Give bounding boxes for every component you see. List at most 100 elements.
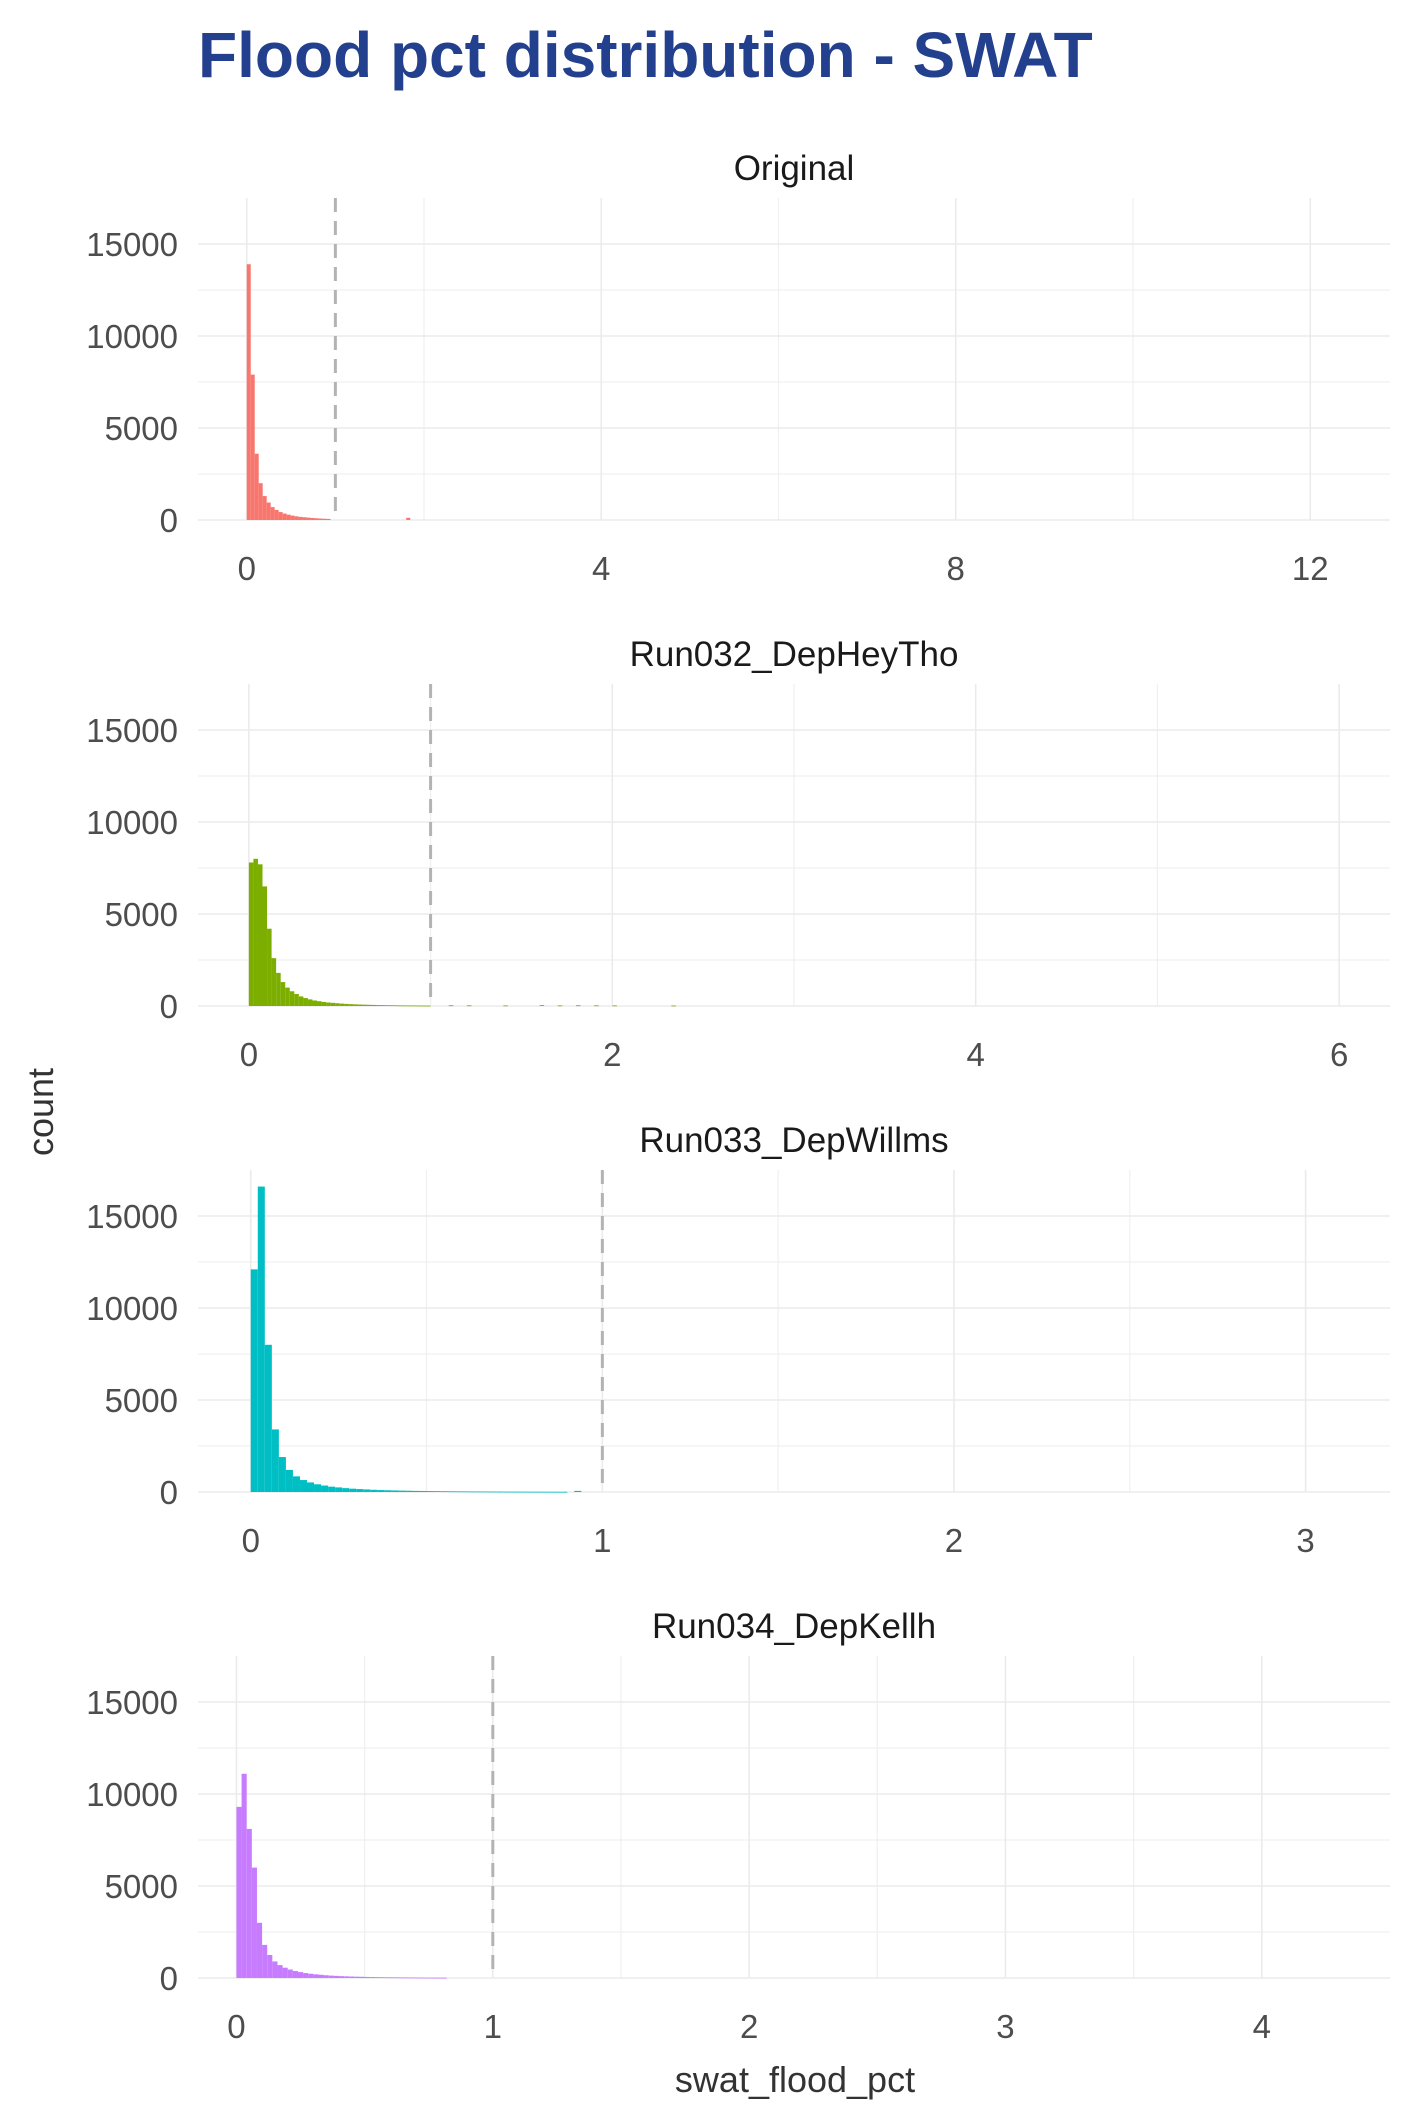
x-tick-label: 2 xyxy=(603,1036,621,1073)
histogram-bar xyxy=(333,1975,339,1978)
histogram-bar xyxy=(426,1977,432,1979)
x-tick-label: 8 xyxy=(947,550,965,587)
histogram-bar xyxy=(431,1977,437,1979)
histogram-bar xyxy=(321,1001,327,1006)
histogram-bar xyxy=(277,1965,283,1978)
histogram-bar xyxy=(394,1005,399,1007)
histogram-bar xyxy=(326,518,331,520)
histogram-bar xyxy=(258,483,263,520)
x-tick-label: 3 xyxy=(996,2008,1014,2045)
histogram-bar xyxy=(433,1491,441,1492)
histogram-bar xyxy=(539,1491,547,1493)
histogram-bar xyxy=(349,1488,357,1492)
y-tick-label: 5000 xyxy=(105,896,178,933)
facet-strip-label: Run032_DepHeyTho xyxy=(630,635,959,674)
histogram-bar xyxy=(294,516,299,520)
y-tick-label: 15000 xyxy=(86,1684,178,1721)
histogram-bar xyxy=(317,1001,322,1006)
x-tick-label: 0 xyxy=(227,2008,245,2045)
x-tick-label: 2 xyxy=(740,2008,758,2045)
histogram-bar xyxy=(318,518,323,520)
histogram-bar xyxy=(282,1967,288,1978)
histogram-bar xyxy=(466,1005,472,1007)
y-tick-label: 10000 xyxy=(86,804,178,841)
histogram-bar xyxy=(503,1491,511,1493)
histogram-bar xyxy=(298,516,303,520)
histogram-bar xyxy=(262,496,267,520)
histogram-bar xyxy=(257,1186,265,1492)
x-axis-label: swat_flood_pct xyxy=(675,2059,915,2100)
y-tick-label: 15000 xyxy=(86,712,178,749)
x-tick-label: 2 xyxy=(945,1522,963,1559)
histogram-bar xyxy=(335,1003,340,1006)
y-tick-label: 0 xyxy=(160,1474,178,1511)
histogram-bar xyxy=(326,1002,331,1006)
histogram-bar xyxy=(359,1976,365,1978)
x-tick-label: 0 xyxy=(240,1036,258,1073)
histogram-bar xyxy=(557,1005,563,1007)
histogram-bar xyxy=(440,1491,448,1493)
facet-panel: Run033_DepWillms 0 1 2 3 0 5000 10000 15000 xyxy=(86,1121,1390,1559)
y-tick-label: 0 xyxy=(160,502,178,539)
y-tick-label: 15000 xyxy=(86,226,178,263)
histogram-bar xyxy=(390,1977,396,1979)
x-tick-label: 4 xyxy=(967,1036,985,1073)
y-tick-label: 10000 xyxy=(86,1776,178,1813)
histogram-bar xyxy=(246,1828,252,1978)
histogram-bar xyxy=(303,998,308,1006)
x-tick-label: 1 xyxy=(484,2008,502,2045)
histogram-bar xyxy=(314,518,319,520)
histogram-bar xyxy=(403,1005,408,1007)
histogram-bar xyxy=(271,958,277,1006)
y-tick-label: 10000 xyxy=(86,1290,178,1327)
histogram-bar xyxy=(328,1486,336,1492)
histogram-bar xyxy=(441,1977,447,1979)
histogram-bar xyxy=(415,1977,422,1979)
histogram-bar xyxy=(503,1005,508,1007)
histogram-bar xyxy=(421,1005,427,1007)
histogram-bar xyxy=(312,1000,318,1006)
histogram-bar xyxy=(364,1976,370,1978)
histogram-bar xyxy=(335,1487,343,1492)
facet-panel: Run034_DepKellh 0 1 2 3 4 0 5000 10000 15000 xyxy=(86,1607,1390,2045)
facet-strip-label: Run034_DepKellh xyxy=(652,1607,936,1646)
histogram-bar xyxy=(421,1977,427,1979)
x-tick-label: 12 xyxy=(1292,550,1329,587)
x-tick-label: 4 xyxy=(1253,2008,1271,2045)
facet-strip-label: Original xyxy=(734,149,855,188)
histogram-bar xyxy=(461,1491,469,1493)
histogram-bar xyxy=(348,1004,354,1006)
histogram-bar xyxy=(546,1491,554,1493)
histogram-bar xyxy=(292,1476,300,1492)
histogram-bar xyxy=(328,1975,334,1978)
histogram-bar xyxy=(278,1457,286,1492)
histogram-bar xyxy=(380,1005,386,1006)
histogram-bar xyxy=(299,1480,308,1492)
histogram-bar xyxy=(322,518,327,520)
histogram-bar xyxy=(374,1977,381,1978)
histogram-bar xyxy=(298,996,304,1006)
histogram-bar xyxy=(405,1977,411,1979)
histogram-bar xyxy=(254,453,259,520)
histogram-bar xyxy=(297,1972,304,1978)
histogram-bar xyxy=(377,1490,385,1492)
histogram-bar xyxy=(294,994,299,1006)
histogram-bar xyxy=(363,1489,371,1492)
histogram-bar xyxy=(468,1491,476,1493)
y-tick-label: 5000 xyxy=(105,410,178,447)
histogram-bar xyxy=(285,1469,293,1492)
histogram-bar xyxy=(349,1976,355,1978)
histogram-bar xyxy=(278,512,283,520)
histogram-bar xyxy=(412,1490,420,1492)
histogram-bar xyxy=(454,1491,462,1493)
histogram-bar xyxy=(236,1806,242,1978)
histogram-bar xyxy=(274,509,279,520)
histogram-bar xyxy=(314,1484,322,1492)
histogram-bar xyxy=(241,1773,247,1978)
histogram-bar xyxy=(369,1977,375,1978)
histogram-bar xyxy=(380,1977,386,1979)
histogram-bar xyxy=(250,374,255,520)
histogram-bar xyxy=(338,1976,345,1978)
histogram-bar xyxy=(253,858,258,1006)
